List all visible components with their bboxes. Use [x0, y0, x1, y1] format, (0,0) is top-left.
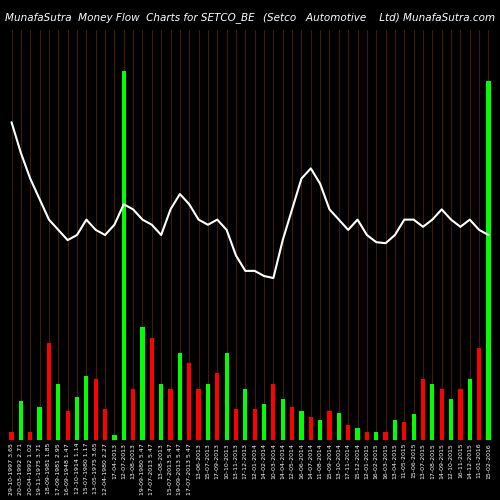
- Bar: [94, 378, 98, 440]
- Bar: [159, 384, 164, 440]
- Bar: [280, 399, 285, 440]
- Bar: [300, 412, 304, 440]
- Bar: [122, 71, 126, 440]
- Bar: [430, 384, 434, 440]
- Bar: [187, 363, 192, 440]
- Bar: [84, 376, 88, 440]
- Bar: [38, 407, 42, 440]
- Bar: [346, 424, 350, 440]
- Bar: [103, 409, 107, 440]
- Bar: [196, 389, 200, 440]
- Bar: [243, 389, 248, 440]
- Bar: [272, 384, 276, 440]
- Text: MunafaSutra  Money Flow  Charts for SETCO_BE: MunafaSutra Money Flow Charts for SETCO_…: [5, 12, 254, 24]
- Bar: [393, 420, 397, 440]
- Bar: [28, 432, 32, 440]
- Bar: [150, 338, 154, 440]
- Bar: [140, 327, 144, 440]
- Bar: [131, 389, 135, 440]
- Bar: [215, 374, 220, 440]
- Bar: [224, 353, 228, 440]
- Bar: [308, 418, 313, 440]
- Bar: [252, 409, 257, 440]
- Bar: [402, 422, 406, 440]
- Bar: [440, 389, 444, 440]
- Bar: [262, 404, 266, 440]
- Bar: [168, 389, 172, 440]
- Bar: [365, 432, 369, 440]
- Bar: [477, 348, 481, 440]
- Bar: [290, 407, 294, 440]
- Bar: [374, 432, 378, 440]
- Bar: [421, 378, 425, 440]
- Bar: [468, 378, 472, 440]
- Bar: [75, 397, 79, 440]
- Bar: [56, 384, 60, 440]
- Bar: [412, 414, 416, 440]
- Bar: [178, 353, 182, 440]
- Bar: [66, 412, 70, 440]
- Bar: [10, 432, 14, 440]
- Bar: [336, 414, 341, 440]
- Bar: [19, 401, 23, 440]
- Bar: [486, 82, 490, 440]
- Text: (Setco   Automotive    Ltd) MunafaSutra.com: (Setco Automotive Ltd) MunafaSutra.com: [263, 12, 495, 22]
- Bar: [234, 409, 238, 440]
- Bar: [384, 432, 388, 440]
- Bar: [318, 420, 322, 440]
- Bar: [47, 342, 51, 440]
- Bar: [112, 435, 116, 440]
- Bar: [328, 412, 332, 440]
- Bar: [449, 399, 453, 440]
- Bar: [458, 389, 462, 440]
- Bar: [206, 384, 210, 440]
- Bar: [356, 428, 360, 440]
